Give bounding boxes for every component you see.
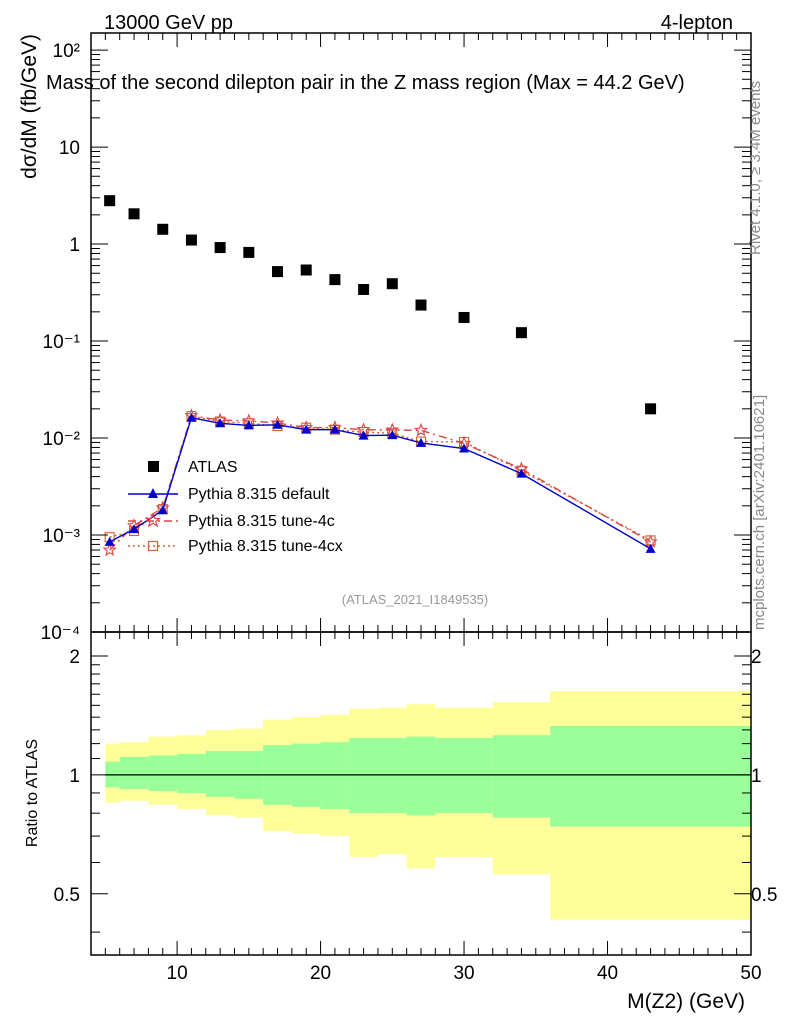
data-point-10 xyxy=(386,278,398,290)
data-point-7 xyxy=(300,264,312,276)
legend-marker-atlas xyxy=(148,461,159,472)
band-inner-11 xyxy=(406,736,436,816)
band-inner-3 xyxy=(177,753,206,793)
ratio-tick-label-left-2: 0.5 xyxy=(54,885,80,906)
data-point-5 xyxy=(243,246,255,258)
x-tick-label-10: 10 xyxy=(167,963,188,984)
marker-default-9 xyxy=(358,430,369,440)
legend-item-atlas: ATLAS xyxy=(148,459,238,476)
y-tick-label-1: 10 xyxy=(59,138,80,159)
ratio-tick-label-right-1: 1 xyxy=(751,766,762,787)
data-point-9 xyxy=(358,283,370,295)
main-axis-ticks: 10² 10 1 10⁻¹ 10⁻² 10⁻³ 10⁻⁴ xyxy=(41,33,752,644)
band-inner-8 xyxy=(320,742,350,809)
x-axis-label: M(Z2) (GeV) xyxy=(627,990,745,1013)
channel-label: 4-lepton xyxy=(661,12,733,34)
band-inner-1 xyxy=(119,756,149,790)
x-axis-tick-labels: 10 20 30 40 50 xyxy=(167,963,762,984)
x-tick-label-20: 20 xyxy=(310,963,331,984)
data-point-8 xyxy=(329,274,341,286)
marker-default-6 xyxy=(272,419,283,429)
marker-default-3 xyxy=(186,412,197,422)
data-point-6 xyxy=(272,266,284,278)
band-inner-2 xyxy=(148,755,178,792)
marker-default-12 xyxy=(459,443,470,453)
data-point-13 xyxy=(515,327,527,339)
band-inner-9 xyxy=(349,737,378,814)
marker-default-7 xyxy=(301,424,312,434)
y-axis-label: dσ/dM (fb/GeV) xyxy=(18,34,41,179)
data-point-4 xyxy=(214,242,226,254)
marker-tune4c-0 xyxy=(102,542,117,557)
legend-marker-tune4cx xyxy=(147,540,159,552)
y-tick-label-0: 10² xyxy=(53,41,80,62)
legend-item-tune4cx: Pythia 8.315 tune-4cx xyxy=(128,538,343,555)
ratio-panel: 2 2 1 1 0.5 0.5 Ratio to ATLAS xyxy=(24,631,777,956)
legend: ATLAS Pythia 8.315 default Pythia 8.315 … xyxy=(128,459,343,555)
band-inner-14 xyxy=(550,725,751,827)
mcplots-label: mcplots.cern.ch [arXiv:2401.10621] xyxy=(751,395,768,630)
band-inner-13 xyxy=(492,735,551,818)
main-plot-area xyxy=(102,195,658,557)
legend-item-default: Pythia 8.315 default xyxy=(128,486,330,503)
marker-default-0 xyxy=(104,536,115,546)
rivet-label: Rivet 4.1.0, ≥ 3.4M events xyxy=(747,81,764,255)
band-inner-4 xyxy=(205,750,235,797)
data-point-3 xyxy=(185,234,197,246)
x-tick-label-40: 40 xyxy=(597,963,618,984)
energy-label: 13000 GeV pp xyxy=(104,12,233,34)
ratio-tick-label-right-2: 0.5 xyxy=(751,885,777,906)
data-point-12 xyxy=(458,311,470,323)
marker-tune4c-11 xyxy=(413,422,429,437)
data-point-14 xyxy=(645,403,657,415)
ratio-tick-label-left-0: 2 xyxy=(69,647,80,668)
legend-marker-tune4c xyxy=(144,512,162,528)
legend-marker-default xyxy=(148,488,158,498)
legend-item-tune4c: Pythia 8.315 tune-4c xyxy=(128,512,335,530)
marker-default-11 xyxy=(416,437,426,447)
y-tick-label-5: 10⁻³ xyxy=(43,526,81,547)
y-tick-label-6: 10⁻⁴ xyxy=(41,623,80,644)
analysis-id: (ATLAS_2021_I1849535) xyxy=(342,592,488,607)
y-tick-label-2: 1 xyxy=(69,235,80,256)
ratio-axis-ticks: 2 2 1 1 0.5 0.5 xyxy=(54,632,777,955)
legend-label-tune4cx: Pythia 8.315 tune-4cx xyxy=(188,538,343,555)
x-tick-label-30: 30 xyxy=(453,963,474,984)
main-panel: 10² 10 1 10⁻¹ 10⁻² 10⁻³ 10⁻⁴ Mass of the secon… xyxy=(18,32,752,644)
ratio-y-axis-label: Ratio to ATLAS xyxy=(24,739,41,847)
marker-default-2 xyxy=(157,505,168,515)
marker-default-1 xyxy=(129,524,140,534)
legend-label-tune4c: Pythia 8.315 tune-4c xyxy=(188,513,335,530)
band-inner-10 xyxy=(377,737,407,814)
data-point-0 xyxy=(104,195,116,207)
marker-default-14 xyxy=(645,543,656,553)
chart-title: Mass of the second dilepton pair in the … xyxy=(46,72,685,94)
marker-default-5 xyxy=(243,420,254,430)
data-point-11 xyxy=(415,299,427,311)
ratio-tick-label-left-1: 1 xyxy=(69,766,80,787)
data-point-1 xyxy=(128,208,140,220)
x-tick-label-50: 50 xyxy=(740,963,761,984)
marker-default-8 xyxy=(329,424,340,434)
marker-default-13 xyxy=(516,468,527,478)
y-tick-label-4: 10⁻² xyxy=(43,429,81,450)
ratio-plot-area xyxy=(105,691,751,920)
data-point-2 xyxy=(157,223,169,235)
legend-label-atlas: ATLAS xyxy=(188,459,238,476)
marker-default-4 xyxy=(215,418,226,428)
legend-label-default: Pythia 8.315 default xyxy=(188,486,330,503)
y-tick-label-3: 10⁻¹ xyxy=(43,332,81,353)
ratio-tick-label-right-0: 2 xyxy=(751,647,762,668)
band-inner-12 xyxy=(435,737,493,814)
marker-default-10 xyxy=(387,430,398,440)
